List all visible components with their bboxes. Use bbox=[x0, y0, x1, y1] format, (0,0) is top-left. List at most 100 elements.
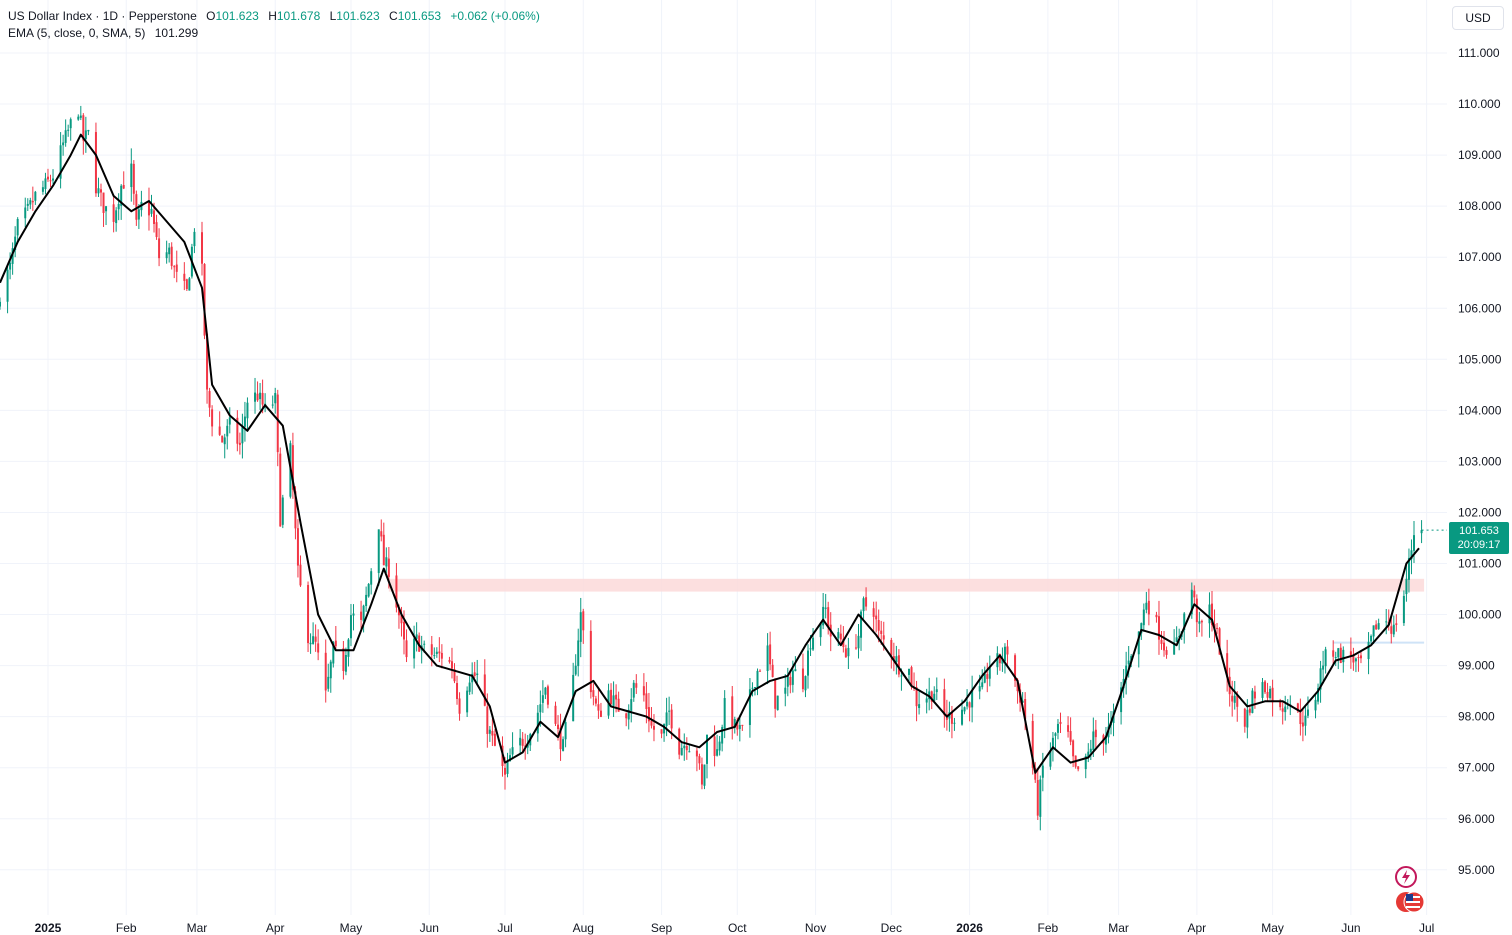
candle-body bbox=[415, 634, 418, 639]
candle-body bbox=[574, 665, 577, 675]
time-axis[interactable]: 2025 Feb Mar Apr May Jun Jul Aug Sep Oct Nov Dec 202… bbox=[35, 921, 1435, 935]
candle-body bbox=[1155, 614, 1158, 618]
us-flag-icon[interactable] bbox=[1395, 891, 1425, 913]
candle-body bbox=[1372, 625, 1375, 637]
low-value: 101.623 bbox=[336, 9, 380, 23]
candle-body bbox=[1036, 779, 1039, 816]
candle-body bbox=[1337, 648, 1340, 658]
symbol-title[interactable]: US Dollar Index · 1D · Pepperstone bbox=[8, 9, 197, 23]
candle-body bbox=[1001, 659, 1004, 664]
candle-body bbox=[1054, 733, 1057, 736]
candle-body bbox=[64, 130, 67, 143]
candle-body bbox=[1269, 688, 1272, 699]
candle-body bbox=[632, 682, 635, 698]
price-axis-bg bbox=[1447, 0, 1512, 935]
x-tick-label: Sep bbox=[651, 921, 673, 935]
candle-body bbox=[201, 232, 203, 264]
candle-body bbox=[766, 645, 769, 671]
candle-body bbox=[1127, 660, 1130, 665]
chart-legend: US Dollar Index · 1D · Pepperstone O101.… bbox=[8, 8, 540, 42]
candle-body bbox=[1067, 725, 1070, 732]
candle-body bbox=[519, 737, 522, 746]
candle-body bbox=[748, 689, 751, 725]
candle-body bbox=[1157, 616, 1160, 640]
price-axis[interactable]: 111.000 110.000 109.000 108.000 107.000 106.0… bbox=[1447, 0, 1512, 935]
candle-body bbox=[294, 491, 297, 529]
candle-body bbox=[809, 648, 812, 650]
candle-body bbox=[1231, 695, 1234, 702]
candle-body bbox=[450, 661, 453, 669]
candle-body bbox=[910, 667, 913, 687]
candle-body bbox=[1193, 590, 1196, 598]
candle-body bbox=[433, 655, 436, 657]
candle-body bbox=[627, 709, 630, 720]
ohlc-row: US Dollar Index · 1D · Pepperstone O101.… bbox=[8, 8, 540, 25]
candle-body bbox=[670, 709, 673, 729]
candle-body bbox=[1236, 695, 1239, 707]
y-tick-label: 96.000 bbox=[1458, 812, 1495, 826]
low-label: L bbox=[329, 9, 337, 23]
candle-body bbox=[1319, 668, 1322, 690]
candle-body bbox=[203, 264, 206, 336]
candle-body bbox=[385, 557, 388, 567]
candle-body bbox=[1279, 701, 1282, 708]
candle-body bbox=[1195, 598, 1198, 623]
candle-body bbox=[84, 130, 87, 139]
candle-body bbox=[539, 704, 542, 713]
candle-body bbox=[291, 445, 294, 490]
candle-body bbox=[1392, 624, 1395, 635]
y-tick-label: 106.000 bbox=[1458, 301, 1502, 315]
candle-body bbox=[968, 702, 971, 708]
candle-body bbox=[1183, 613, 1186, 630]
candle-body bbox=[1140, 623, 1143, 634]
candle-body bbox=[895, 656, 898, 663]
candle-body bbox=[652, 725, 655, 730]
candle-body bbox=[776, 695, 779, 711]
candle-body bbox=[837, 632, 840, 639]
lightning-icon[interactable] bbox=[1395, 866, 1417, 888]
candle-body bbox=[685, 745, 688, 751]
ema-legend-row[interactable]: EMA (5, close, 0, SMA, 5) 101.299 bbox=[8, 25, 540, 42]
candle-body bbox=[226, 425, 229, 437]
candle-body bbox=[208, 391, 211, 408]
candle-body bbox=[94, 132, 97, 194]
candle-body bbox=[680, 747, 683, 756]
candle-body bbox=[1165, 650, 1168, 655]
candle-body bbox=[271, 404, 274, 406]
candle-body bbox=[1003, 646, 1006, 662]
candle-body bbox=[1173, 642, 1176, 655]
candle-body bbox=[324, 652, 327, 691]
currency-button[interactable]: USD bbox=[1452, 6, 1504, 30]
candle-body bbox=[1370, 635, 1373, 642]
candle-body bbox=[342, 648, 345, 671]
candle-body bbox=[504, 767, 506, 775]
y-tick-label: 103.000 bbox=[1458, 454, 1502, 468]
candle-body bbox=[334, 640, 337, 647]
x-tick-label: 2025 bbox=[35, 921, 62, 935]
y-tick-label: 111.000 bbox=[1458, 46, 1500, 60]
x-tick-label: 2026 bbox=[956, 921, 983, 935]
candle-body bbox=[1039, 779, 1042, 817]
candle-body bbox=[1163, 642, 1166, 651]
candle-body bbox=[165, 252, 168, 259]
candle-body bbox=[312, 636, 315, 644]
candle-body bbox=[1120, 687, 1123, 713]
candle-body bbox=[1352, 655, 1355, 663]
candle-body bbox=[453, 669, 456, 682]
candle-body bbox=[1094, 729, 1097, 738]
candle-body bbox=[236, 417, 239, 444]
candle-body bbox=[456, 683, 459, 699]
candle-body bbox=[663, 723, 666, 734]
candle-body bbox=[1264, 681, 1267, 693]
candle-body bbox=[488, 729, 491, 734]
candle-body bbox=[120, 185, 123, 206]
last-price-value: 101.653 bbox=[1459, 525, 1499, 537]
candle-body bbox=[1271, 687, 1274, 703]
candle-body bbox=[395, 575, 398, 608]
candle-body bbox=[668, 710, 671, 712]
candle-body bbox=[700, 764, 703, 785]
candle-body bbox=[332, 642, 335, 664]
candle-body bbox=[327, 676, 330, 689]
candle-body bbox=[132, 163, 135, 194]
